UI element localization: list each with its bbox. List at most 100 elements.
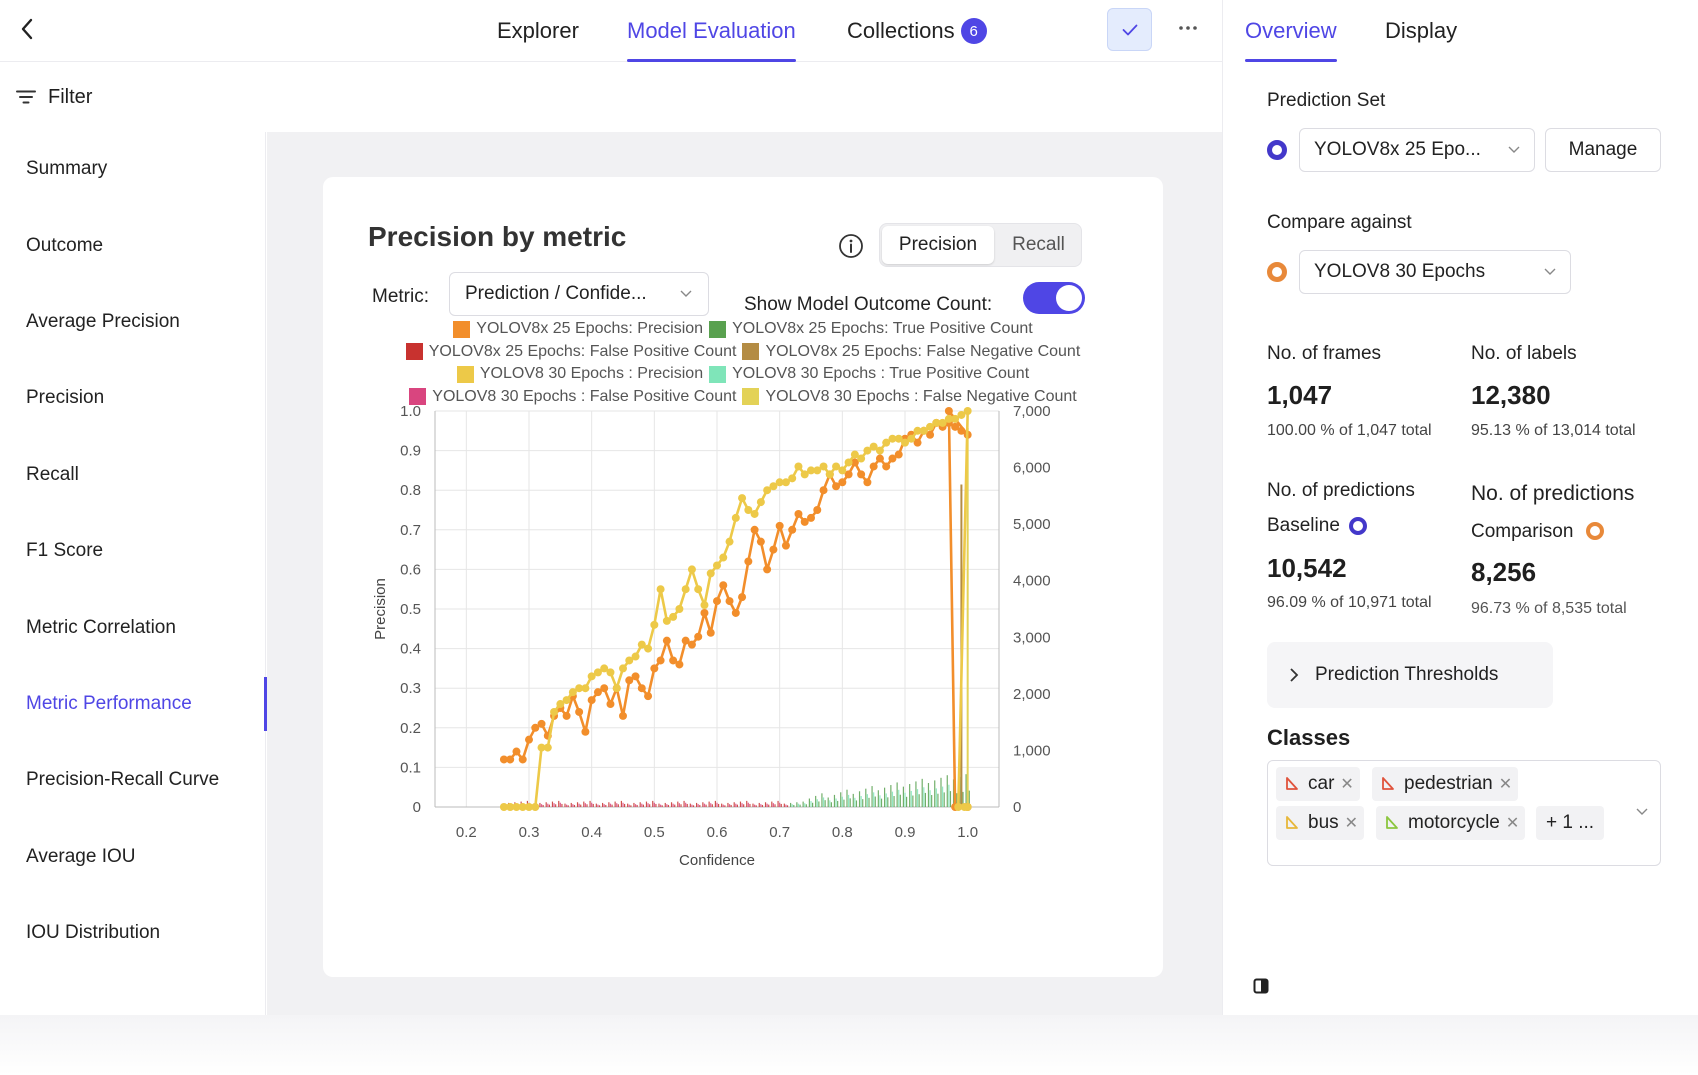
frames-label: No. of frames	[1267, 343, 1382, 364]
data-point	[744, 557, 753, 566]
data-point	[850, 458, 859, 467]
data-point	[700, 601, 709, 610]
legend-label: YOLOV8x 25 Epochs: False Positive Count	[428, 342, 737, 360]
data-point	[706, 628, 715, 637]
remove-class-icon[interactable]: ✕	[1498, 776, 1513, 793]
chevron-down-icon	[680, 290, 692, 297]
tab-collections[interactable]: Collections 6	[847, 0, 987, 62]
sidebar-item-f1-score[interactable]: F1 Score	[26, 540, 104, 561]
data-point	[575, 707, 584, 716]
chart-legend: YOLOV8x 25 Epochs: Precision YOLOV8x 25 …	[363, 318, 1123, 408]
toggle-precision-button[interactable]: Precision	[882, 226, 994, 264]
sidebar-item-precision-recall-curve[interactable]: Precision-Recall Curve	[26, 769, 220, 790]
data-point	[600, 684, 609, 693]
sidebar-item-precision[interactable]: Precision	[26, 387, 105, 408]
data-point	[813, 466, 822, 475]
data-point	[875, 454, 884, 463]
chevron-down-icon[interactable]	[1634, 803, 1650, 819]
data-point	[850, 450, 859, 459]
sidebar-item-average-precision[interactable]: Average Precision	[26, 311, 180, 332]
data-point	[543, 743, 552, 752]
data-point	[869, 462, 878, 471]
data-point	[675, 660, 684, 669]
data-point	[756, 537, 765, 546]
chart-card: 0 0.1 0.2 0.3 0.4 0.5 0.6 0.7 0.8 0.9 1.0 0.2 0.3 0.4…	[323, 177, 1163, 977]
outcome-count-label: Show Model Outcome Count:	[744, 294, 993, 315]
data-point	[963, 803, 972, 811]
data-point	[769, 545, 778, 554]
top-nav-bar: Explorer Model Evaluation Collections 6	[0, 0, 1222, 62]
more-classes-chip[interactable]: + 1 ...	[1536, 806, 1605, 840]
remove-class-icon[interactable]: ✕	[1344, 815, 1359, 832]
prediction-set-label: Prediction Set	[1267, 90, 1386, 111]
tab-explorer[interactable]: Explorer	[497, 0, 579, 62]
x-tick-label: 0.5	[644, 824, 665, 841]
class-chip-car: car ✕	[1276, 767, 1360, 801]
comparison-dot-icon	[1267, 262, 1287, 282]
sidebar-item-metric-performance[interactable]: Metric Performance	[26, 693, 192, 714]
legend-item[interactable]: YOLOV8 30 Epochs : Precision	[456, 365, 703, 383]
collapse-panel-icon[interactable]	[1253, 978, 1269, 994]
filter-button[interactable]: Filter	[16, 82, 92, 112]
sidebar-item-average-iou[interactable]: Average IOU	[26, 846, 136, 867]
annotation-shape-icon	[1286, 816, 1298, 829]
sidebar-item-summary[interactable]: Summary	[26, 158, 108, 179]
data-point	[512, 747, 521, 756]
class-chip-label: motorcycle	[1408, 812, 1500, 833]
class-chip-bus: bus ✕	[1276, 806, 1365, 840]
remove-class-icon[interactable]: ✕	[1340, 776, 1354, 793]
legend-item[interactable]: YOLOV8 30 Epochs : True Positive Count	[709, 365, 1029, 383]
metric-select[interactable]: Prediction / Confide...	[449, 272, 709, 316]
tab-display-label: Display	[1385, 18, 1458, 43]
info-icon[interactable]	[838, 233, 864, 259]
predictions-comparison-label: No. of predictions	[1471, 482, 1635, 505]
legend-item[interactable]: YOLOV8 30 Epochs : False Negative Count	[742, 388, 1077, 406]
outcome-count-switch[interactable]	[1023, 282, 1085, 314]
sidebar-item-metric-correlation[interactable]: Metric Correlation	[26, 617, 176, 638]
tab-overview[interactable]: Overview	[1245, 0, 1337, 62]
legend-item[interactable]: YOLOV8 30 Epochs : False Positive Count	[409, 388, 736, 406]
tab-model-evaluation[interactable]: Model Evaluation	[627, 0, 796, 62]
legend-label: YOLOV8x 25 Epochs: Precision	[476, 320, 704, 338]
prediction-set-value: YOLOV8x 25 Epo...	[1314, 139, 1481, 160]
back-button[interactable]	[14, 14, 40, 44]
window-bottom-edge	[0, 1015, 1698, 1075]
prediction-set-select[interactable]: YOLOV8x 25 Epo...	[1299, 128, 1535, 172]
data-point	[687, 640, 696, 649]
data-point	[681, 636, 690, 645]
more-options-button[interactable]	[1172, 12, 1204, 44]
data-point	[518, 755, 527, 764]
confirm-button[interactable]	[1107, 8, 1152, 51]
legend-item[interactable]: YOLOV8x 25 Epochs: Precision	[453, 320, 703, 338]
data-point	[744, 506, 753, 514]
chevron-right-icon	[1290, 668, 1299, 682]
y2-tick-label: 2,000	[1013, 686, 1051, 703]
labels-sub: 95.13 % of 13,014 total	[1471, 422, 1636, 439]
legend-item[interactable]: YOLOV8x 25 Epochs: True Positive Count	[709, 320, 1033, 338]
y-tick-label: 0.5	[400, 601, 421, 618]
tab-display[interactable]: Display	[1385, 0, 1457, 62]
manage-button[interactable]: Manage	[1545, 128, 1661, 172]
data-point	[794, 509, 803, 518]
sidebar-item-recall[interactable]: Recall	[26, 464, 79, 485]
prediction-thresholds-expander[interactable]: Prediction Thresholds	[1267, 642, 1553, 708]
legend-item[interactable]: YOLOV8x 25 Epochs: False Negative Count	[742, 343, 1080, 361]
toggle-recall-button[interactable]: Recall	[1012, 234, 1065, 255]
legend-item[interactable]: YOLOV8x 25 Epochs: False Positive Count	[405, 342, 737, 361]
sidebar-item-iou-distribution[interactable]: IOU Distribution	[26, 922, 161, 943]
data-point	[951, 422, 960, 431]
data-point	[944, 407, 953, 415]
main-content: 0 0.1 0.2 0.3 0.4 0.5 0.6 0.7 0.8 0.9 1.0 0.2 0.3 0.4…	[267, 132, 1222, 1015]
classes-select[interactable]: car ✕ pedestrian ✕ bus ✕ motorcycle ✕ + 1 ..…	[1267, 760, 1661, 866]
data-point	[894, 450, 903, 459]
data-point	[738, 494, 747, 503]
data-point	[725, 537, 734, 546]
remove-class-icon[interactable]: ✕	[1505, 815, 1520, 832]
data-point	[656, 585, 665, 594]
data-point	[944, 414, 953, 423]
sidebar-item-outcome[interactable]: Outcome	[26, 235, 104, 256]
data-point	[926, 430, 935, 439]
predictions-baseline-value: 10,542	[1267, 553, 1347, 583]
compare-against-select[interactable]: YOLOV8 30 Epochs	[1299, 250, 1571, 294]
